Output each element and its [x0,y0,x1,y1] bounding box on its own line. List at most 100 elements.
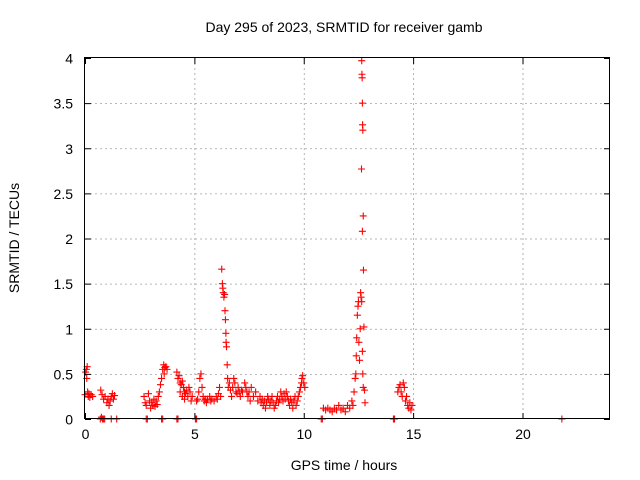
data-point [397,388,405,396]
data-point [359,212,367,220]
data-point [293,397,301,405]
data-point [153,401,161,409]
data-point [275,399,283,407]
data-point [294,392,302,400]
data-point [361,386,369,394]
data-point [335,401,343,409]
x-tick-labels: 0 5 10 15 20 [82,426,531,442]
x-axis-label: GPS time / hours [291,457,398,473]
data-point [223,361,231,369]
data-point [163,365,171,373]
data-point [351,374,359,382]
data-point [299,372,307,380]
data-point [247,383,255,391]
data-point [221,316,229,324]
data-point [361,399,369,407]
data-point [175,372,183,380]
data-point [357,293,365,301]
y-tick-labels: 0 0.5 1 1.5 2 2.5 3 3.5 4 [54,51,74,428]
data-point [350,388,358,396]
data-point [195,388,203,396]
data-point [358,165,365,173]
data-point [355,338,363,346]
data-point [236,392,244,400]
data-point [224,374,232,382]
data-point [252,388,260,396]
data-point [202,399,210,407]
plot-frame [84,57,610,419]
data-point [228,392,236,400]
data-point [223,343,231,351]
gridlines [85,58,610,419]
data-point [282,388,290,396]
data-point [111,392,119,400]
data-point [219,289,227,297]
y-tick-label: 3.5 [54,96,74,112]
data-point [358,298,366,306]
data-point [358,227,366,235]
data-point [193,397,201,405]
y-tick-label: 0 [65,412,73,428]
data-point [155,388,163,396]
data-point [186,388,194,396]
data-point [198,383,206,391]
data-point [245,388,253,396]
data-points [81,57,566,423]
data-point [359,370,367,378]
x-tick-label: 20 [515,426,531,442]
data-point [221,290,229,298]
data-point [358,347,366,355]
data-point [105,401,113,409]
y-tick-label: 2 [65,231,73,247]
data-point [401,397,409,405]
y-tick-label: 1.5 [54,276,74,292]
data-point [160,370,168,378]
data-point [176,388,184,396]
data-point [358,74,366,82]
data-point [292,401,300,409]
data-point [156,381,164,389]
data-point [222,329,230,337]
data-point [352,352,360,360]
data-point [352,370,360,378]
data-point [249,392,257,400]
axis-ticks [85,58,610,420]
chart-title: Day 295 of 2023, SRMTID for receiver gam… [205,19,482,35]
data-point [261,404,269,412]
x-tick-label: 5 [191,426,199,442]
data-point [348,397,356,405]
data-point [358,99,366,107]
data-point [89,392,97,400]
data-point [358,57,366,65]
data-point [142,401,150,409]
data-point [98,391,106,399]
data-point [140,392,148,400]
data-point [97,386,105,394]
data-point [360,323,368,331]
data-point [400,383,408,391]
data-point [218,265,226,273]
y-tick-label: 3 [65,141,73,157]
data-point [109,395,117,403]
data-point [328,408,336,416]
data-point [194,395,202,403]
data-point [408,401,416,409]
data-point [300,379,308,387]
data-point [403,392,411,400]
data-point [353,311,361,319]
data-point [152,397,160,405]
y-tick-label: 1 [65,321,73,337]
data-point [301,383,309,391]
data-point [173,368,181,376]
data-point [353,334,361,342]
data-point [144,390,152,398]
data-point [196,374,204,382]
data-point [356,325,364,333]
data-point [158,374,166,382]
data-point [181,395,189,403]
data-point [230,374,238,382]
x-tick-label: 10 [296,426,312,442]
y-tick-label: 2.5 [54,186,74,202]
data-point [295,388,303,396]
